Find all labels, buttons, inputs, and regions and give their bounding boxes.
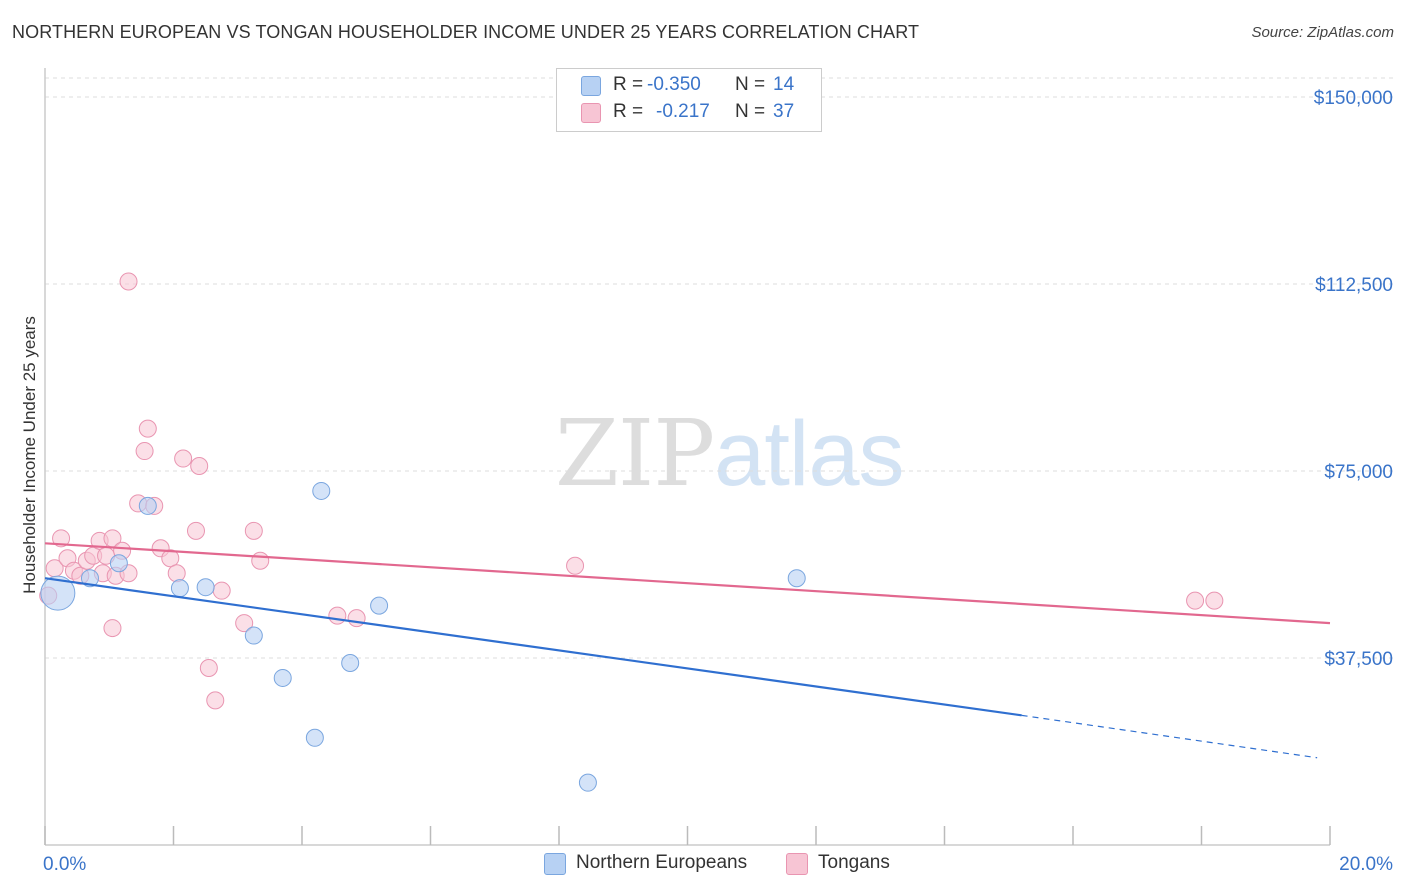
northern-europeans-point — [787, 569, 806, 588]
legend-label: Tongans — [818, 852, 890, 873]
tongans-point — [135, 442, 154, 461]
y-tick-label: $37,500 — [1324, 649, 1393, 670]
correlation-legend: R = -0.350 N = 14 R = -0.217 N = 37 — [556, 68, 822, 132]
northern-europeans-point — [170, 579, 189, 598]
tongans-point — [138, 419, 157, 438]
legend-n-label: N = — [735, 101, 766, 122]
tongans-point — [328, 606, 347, 625]
legend-r-value: -0.217 — [656, 101, 710, 122]
gridlines — [45, 77, 1395, 659]
tongans-trend-line — [44, 542, 1331, 625]
legend-label: Northern Europeans — [576, 852, 748, 873]
tongans-point — [251, 551, 270, 570]
northern-europeans-point — [109, 554, 128, 573]
tongans-point — [235, 614, 254, 633]
tongans-point — [1186, 591, 1205, 610]
y-tick-label: $75,000 — [1324, 462, 1393, 483]
watermark-zip: ZIP — [555, 400, 715, 507]
tongans-point — [167, 564, 186, 583]
northern-europeans-point — [244, 626, 263, 645]
legend-swatch-blue — [581, 76, 601, 96]
legend-r-value: -0.350 — [647, 74, 701, 95]
legend-swatch-pink — [581, 103, 601, 123]
legend-n-label: N = — [735, 74, 766, 95]
tongans-point — [199, 658, 218, 677]
chart-title: NORTHERN EUROPEAN VS TONGAN HOUSEHOLDER … — [12, 22, 920, 42]
northern-europeans-point — [40, 575, 76, 611]
axes — [44, 68, 1331, 846]
tongans-point — [103, 619, 122, 638]
legend-n-value: 37 — [773, 101, 795, 122]
northern-europeans-points — [40, 481, 806, 792]
northern-europeans-point — [370, 596, 389, 615]
tongans-point — [119, 272, 138, 291]
tongans-point — [212, 581, 231, 600]
tongans-point — [161, 549, 180, 568]
tongans-point — [347, 609, 366, 628]
tick-labels: $37,500 $75,000 $112,500 $150,000 0.0% 20.0% — [43, 88, 1393, 875]
tongans-point — [190, 457, 209, 476]
northern-europeans-point — [312, 481, 331, 500]
northern-europeans-point — [341, 653, 360, 672]
x-tick-label-min: 0.0% — [43, 854, 86, 875]
source-credit: Source: ZipAtlas.com — [1251, 24, 1394, 41]
northern-europeans-trend-line — [44, 577, 1022, 717]
tongans-point — [206, 691, 225, 710]
northern-europeans-point — [138, 496, 157, 515]
y-tick-label: $112,500 — [1315, 275, 1393, 296]
legend-n-value: 14 — [773, 74, 795, 95]
tongans-point — [186, 521, 205, 540]
trend-lines — [44, 542, 1331, 759]
watermark: ZIPatlas — [555, 400, 905, 507]
tongans-point — [1205, 591, 1224, 610]
tongans-point — [566, 556, 585, 575]
northern-europeans-point — [273, 668, 292, 687]
tongans-point — [174, 449, 193, 468]
legend-swatch-blue — [544, 853, 566, 875]
northern-europeans-point — [196, 578, 215, 597]
tongans-point — [244, 521, 263, 540]
watermark-atlas: atlas — [714, 403, 904, 505]
legend-r-label: R = — [613, 101, 644, 122]
legend-swatch-pink — [786, 853, 808, 875]
northern-europeans-point — [578, 773, 597, 792]
northern-europeans-trend-extension — [1021, 714, 1318, 759]
legend-r-label: R = — [613, 74, 644, 95]
tongans-points — [39, 272, 1224, 710]
tongans-point — [52, 529, 71, 548]
x-tick-label-max: 20.0% — [1339, 854, 1393, 875]
y-tick-label: $150,000 — [1314, 88, 1393, 109]
northern-europeans-point — [80, 569, 99, 588]
northern-europeans-point — [305, 728, 324, 747]
series-legend: Northern Europeans Tongans — [0, 852, 1406, 878]
